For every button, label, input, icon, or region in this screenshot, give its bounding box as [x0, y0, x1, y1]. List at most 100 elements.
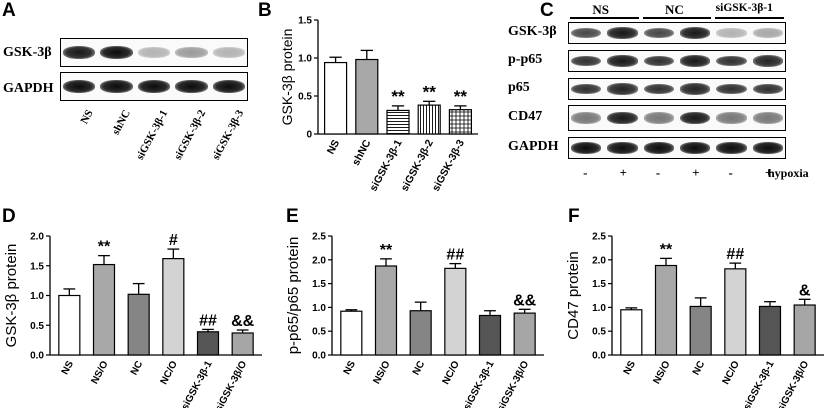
significance-label: **	[380, 242, 393, 259]
y-tick-label: 1.5	[30, 261, 44, 272]
blot-a-band	[213, 47, 246, 58]
category-label: NS/O	[651, 359, 672, 386]
blot-c-band	[643, 142, 675, 154]
bar	[323, 61, 348, 135]
bar	[448, 109, 472, 135]
blot-a-lane-label: siGSK-3β-2	[171, 108, 209, 162]
significance-label: **	[423, 82, 437, 101]
blot-c-row-label: GAPDH	[508, 139, 559, 154]
significance-label: #	[169, 232, 178, 249]
blot-c-band	[607, 83, 638, 95]
category-label: NC/O	[721, 359, 743, 386]
bar	[724, 268, 747, 356]
blot-a-label-gapdh: GAPDH	[3, 81, 54, 96]
blot-c-band	[679, 142, 711, 154]
blot-c-band	[716, 112, 747, 124]
significance-label: **	[454, 87, 468, 106]
blot-c-group-label: NC	[665, 2, 684, 17]
bar	[689, 305, 712, 356]
blot-c-group-line	[570, 17, 639, 19]
blot-c-group-line	[642, 17, 712, 19]
blot-c-band	[679, 83, 711, 95]
blot-a-band	[62, 80, 95, 93]
y-axis-label: GSK-3β protein	[279, 29, 295, 126]
category-label: NS/O	[89, 359, 110, 386]
significance-label: &&	[231, 313, 255, 330]
chart-e: 0.0 0.5 1.0 1.5 2.0 2.5 p-p65/p65 protein NS ** N…	[285, 232, 544, 408]
blot-c-group-label: NS	[592, 2, 609, 17]
blot-a-lane-label: siGSK-3β-3	[209, 108, 246, 162]
blot-c-row-label: CD47	[508, 109, 543, 124]
blot-c-band	[570, 55, 602, 67]
significance-label: ##	[446, 247, 464, 264]
bar	[620, 309, 643, 356]
y-tick-label: 0.5	[592, 327, 606, 338]
significance-label: ##	[726, 246, 744, 263]
chart-d: 0.0 0.5 1.0 1.5 2.0 GSK-3β protein NS ** NS/O NC #…	[3, 232, 262, 408]
hypoxia-sign: +	[619, 165, 627, 180]
blot-c-band	[643, 27, 675, 39]
hypoxia-sign: -	[583, 165, 588, 180]
y-axis-label: GSK-3β protein	[3, 244, 20, 348]
bar	[231, 332, 254, 356]
y-tick-label: 1.5	[298, 16, 312, 27]
blot-c-band	[679, 111, 711, 125]
panel-letter-a: A	[2, 0, 16, 21]
y-tick-label: 0.5	[30, 321, 44, 332]
blot-a-band	[175, 47, 208, 58]
bar	[409, 310, 432, 356]
blot-a-lane-label: shNC	[110, 108, 134, 137]
blot-c-band	[570, 83, 602, 95]
category-label: siGSK-3β-1	[462, 359, 497, 408]
bar	[196, 331, 220, 356]
blot-c-band	[716, 142, 747, 154]
blot-c-band	[752, 55, 784, 67]
y-tick-label: 1.0	[312, 303, 326, 314]
blot-c-band	[607, 111, 638, 125]
y-tick-label: 1.5	[312, 279, 326, 290]
bar	[374, 265, 398, 356]
significance-label: &&	[513, 292, 537, 309]
bar	[758, 305, 782, 356]
y-tick-label: 1.5	[592, 279, 606, 290]
significance-label: **	[98, 239, 111, 256]
y-axis-label: CD47 protein	[565, 251, 582, 339]
category-label: shNC	[350, 137, 374, 167]
category-label: siGSK-3β-3	[430, 138, 467, 194]
y-tick-label: 1.0	[592, 303, 606, 314]
blot-c-row-label: p-p65	[508, 52, 543, 67]
blot-c-band	[643, 55, 675, 67]
blot-c-band	[607, 55, 638, 67]
bar	[444, 267, 467, 356]
blot-a-band	[62, 46, 95, 59]
bar	[478, 314, 502, 356]
y-tick-label: 2.5	[312, 232, 326, 243]
blot-c-row-label: p65	[508, 80, 530, 95]
blot-a-band	[175, 80, 208, 93]
y-tick-label: 1.0	[298, 54, 312, 65]
blot-c-group-label: siGSK-3β-1	[715, 2, 773, 14]
hypoxia-sign: -	[655, 165, 661, 180]
category-label: NS	[622, 359, 638, 377]
bar	[355, 58, 379, 135]
hypoxia-sign: +	[692, 165, 700, 180]
blot-a-band	[137, 47, 171, 58]
panel-letter-f: F	[568, 206, 580, 227]
blot-c-band	[643, 83, 675, 95]
category-label: NC	[129, 359, 145, 377]
blot-c-band	[607, 27, 638, 39]
blot-c-group-line	[715, 17, 784, 19]
hypoxia-label: hypoxia	[768, 166, 809, 180]
blot-c-band	[679, 55, 711, 67]
bar	[513, 312, 536, 356]
y-tick-label: 2.0	[312, 255, 326, 266]
blot-c-band	[716, 28, 747, 38]
category-label: siGSK-3β-1	[180, 359, 215, 408]
bar	[127, 293, 150, 356]
blot-c-band	[570, 112, 602, 124]
category-label: NS	[325, 138, 342, 157]
blot-c-band	[716, 83, 747, 95]
blot-a-lane-label: siGSK-3β-1	[134, 108, 171, 162]
blot-c-band	[752, 142, 784, 154]
y-tick-label: 0.0	[312, 351, 326, 362]
